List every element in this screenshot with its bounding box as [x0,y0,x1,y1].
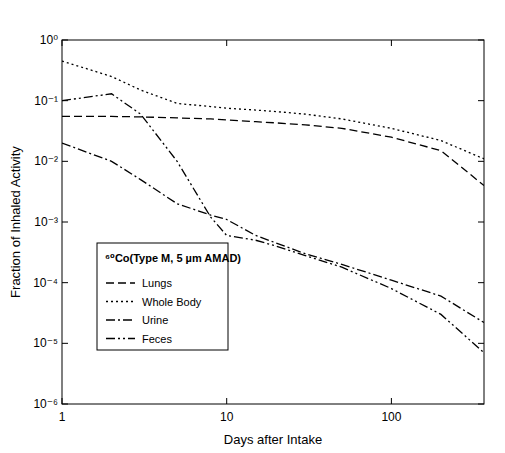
x-tick [391,398,392,404]
series-group [62,61,484,353]
y-tick [62,404,68,405]
x-tick [62,398,63,404]
y-tick-label: 10⁻¹ [34,94,58,108]
y-tick [478,222,484,223]
x-tick [226,398,227,404]
series-line [62,116,484,185]
x-tick-label: 100 [381,410,401,424]
y-axis-label: Fraction of Inhaled Activity [8,146,23,298]
y-tick [478,404,484,405]
y-tick [62,161,68,162]
y-tick [478,343,484,344]
series-line [62,94,484,353]
y-tick [62,282,68,283]
y-tick-label: 10⁰ [40,33,58,47]
x-tick [62,40,63,46]
chart: 1 10 100 10⁻⁶ 10⁻⁵ 10⁻⁴ 10⁻³ 10⁻² 10⁻¹ 10⁰ Days af… [0,0,505,453]
y-tick [478,100,484,101]
y-tick-label: 10⁻⁴ [33,276,58,290]
legend-swatch [106,282,135,283]
y-tick-label: 10⁻⁵ [33,336,58,350]
legend-label: Lungs [142,277,172,289]
legend-title: ⁶⁰Co(Type M, 5 µm AMAD) [105,252,241,264]
x-tick-label: 1 [59,410,66,424]
y-tick-label: 10⁻⁶ [33,397,58,411]
x-tick [391,40,392,46]
y-tick [62,40,68,41]
series-line [62,61,484,159]
y-tick [478,161,484,162]
x-tick-label: 10 [220,410,234,424]
y-tick-label: 10⁻² [34,154,58,168]
legend-label: Urine [142,314,168,326]
legend-swatch [106,319,135,320]
legend-swatch [106,301,135,302]
y-tick [62,343,68,344]
plot-frame [62,40,484,404]
y-tick [62,222,68,223]
legend-swatch [106,338,135,339]
y-tick-label: 10⁻³ [34,215,58,229]
x-axis-label: Days after Intake [224,432,322,447]
legend-label: Whole Body [142,296,202,308]
legend-label: Feces [142,333,172,345]
y-tick [478,40,484,41]
x-tick [226,40,227,46]
y-tick [478,282,484,283]
